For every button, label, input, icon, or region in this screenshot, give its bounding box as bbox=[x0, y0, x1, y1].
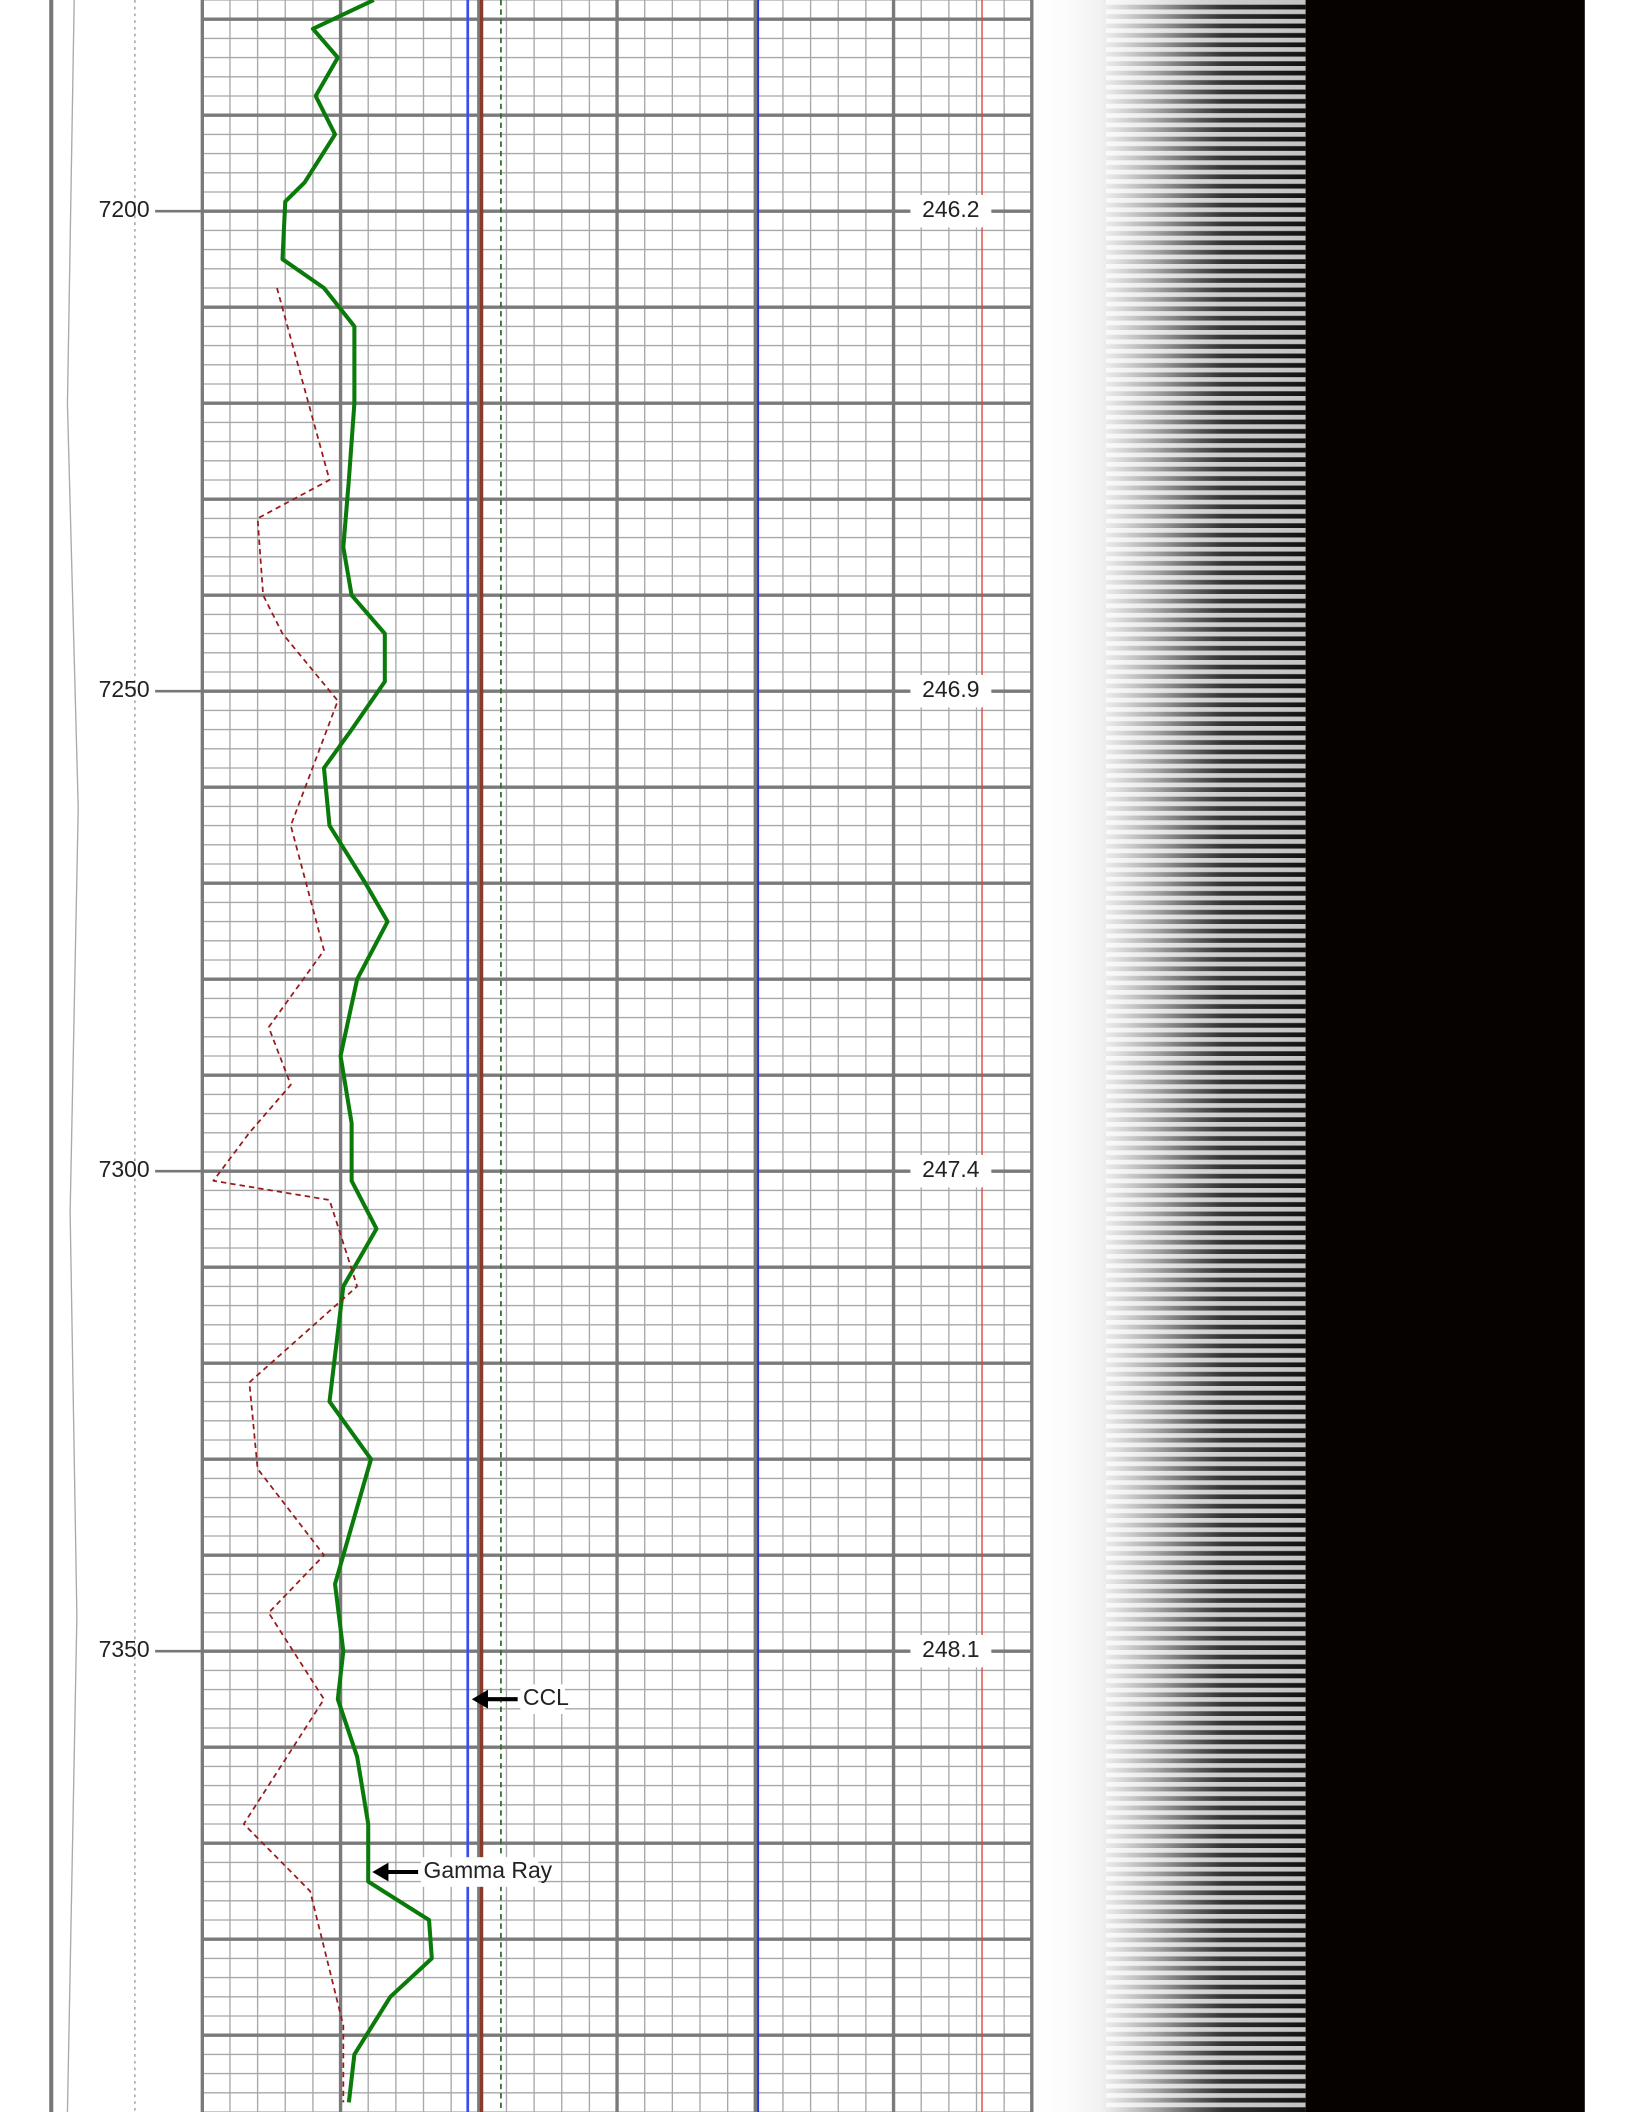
depth-label: 7350 bbox=[99, 1636, 150, 1662]
label-arrowhead bbox=[372, 1862, 389, 1882]
temperature-label: 248.1 bbox=[922, 1636, 979, 1662]
label-bg bbox=[520, 1684, 565, 1715]
temperature-label: 247.4 bbox=[922, 1156, 980, 1182]
curve-label: Gamma Ray bbox=[424, 1857, 553, 1883]
labels: 7200 7250 7300 7350 Gamma Ray CCL 246.2 246.9 24… bbox=[99, 195, 992, 1887]
temp-label-bg bbox=[910, 1155, 992, 1188]
depth-label: 7250 bbox=[99, 676, 150, 702]
log-curve bbox=[212, 287, 359, 2103]
depth-label: 7300 bbox=[99, 1156, 150, 1182]
label-arrowhead bbox=[471, 1689, 488, 1709]
temperature-label: 246.2 bbox=[922, 196, 979, 222]
curve-label: CCL bbox=[523, 1684, 569, 1710]
temp-label-bg bbox=[910, 1635, 992, 1668]
temp-label-bg bbox=[910, 675, 992, 708]
curves bbox=[212, 0, 983, 2112]
temperature-label: 246.9 bbox=[922, 676, 979, 702]
log-curve bbox=[280, 0, 434, 2103]
acoustic-fade bbox=[1031, 0, 1194, 2112]
grid bbox=[155, 0, 1034, 2112]
dark-image bbox=[1305, 0, 1585, 2112]
label-bg bbox=[420, 1857, 539, 1887]
temp-label-bg bbox=[910, 195, 992, 228]
depth-label: 7200 bbox=[99, 196, 150, 222]
depth-track-trace bbox=[66, 0, 79, 2112]
